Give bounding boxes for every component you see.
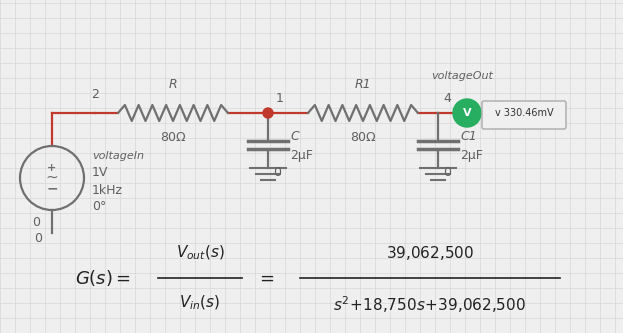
Text: 1: 1: [276, 92, 284, 105]
Text: 80Ω: 80Ω: [350, 131, 376, 144]
Text: 2μF: 2μF: [290, 149, 313, 162]
Circle shape: [263, 108, 273, 118]
Text: +: +: [47, 163, 57, 173]
Text: C: C: [290, 131, 299, 144]
Text: 0: 0: [34, 232, 42, 245]
Text: v 330.46mV: v 330.46mV: [495, 108, 553, 118]
Text: $V_{in}(s)$: $V_{in}(s)$: [179, 294, 221, 312]
Text: 4: 4: [443, 92, 451, 105]
Text: voltageOut: voltageOut: [431, 71, 493, 81]
Text: $=$: $=$: [255, 269, 274, 287]
Text: 1kHz: 1kHz: [92, 183, 123, 196]
Text: R1: R1: [354, 78, 371, 91]
Text: 2μF: 2μF: [460, 149, 483, 162]
Text: −: −: [46, 181, 58, 195]
Text: V: V: [463, 108, 472, 118]
Text: $G(s)=$: $G(s)=$: [75, 268, 131, 288]
FancyBboxPatch shape: [482, 101, 566, 129]
Text: $s^2\!+\!18{,}750s\!+\!39{,}062{,}500$: $s^2\!+\!18{,}750s\!+\!39{,}062{,}500$: [333, 294, 526, 315]
Text: $V_{out}(s)$: $V_{out}(s)$: [176, 244, 224, 262]
Text: ~: ~: [45, 169, 59, 184]
Text: $39{,}062{,}500$: $39{,}062{,}500$: [386, 244, 474, 262]
Text: voltageIn: voltageIn: [92, 151, 144, 161]
Text: 0°: 0°: [92, 199, 107, 212]
Text: R: R: [169, 78, 178, 91]
Text: 0: 0: [443, 166, 451, 179]
Text: 0: 0: [273, 166, 281, 179]
Text: 2: 2: [91, 88, 99, 101]
Text: 80Ω: 80Ω: [160, 131, 186, 144]
Text: 0: 0: [32, 215, 40, 228]
Circle shape: [453, 99, 481, 127]
Text: 1V: 1V: [92, 166, 108, 179]
Text: C1: C1: [460, 131, 477, 144]
